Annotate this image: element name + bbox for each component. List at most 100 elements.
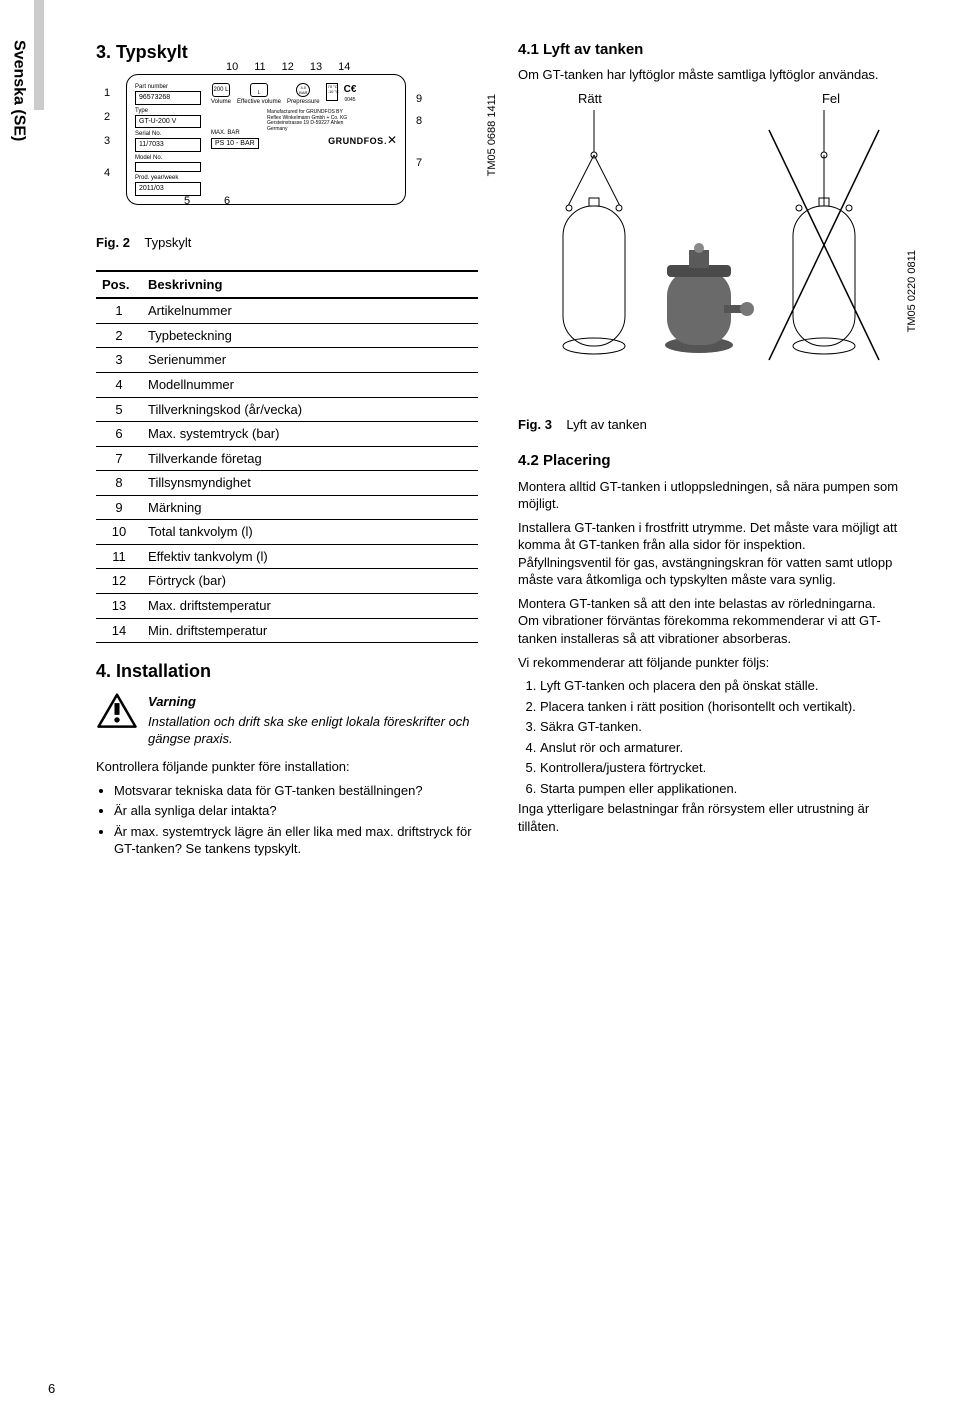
callout-3: 3 bbox=[104, 134, 110, 149]
table-row: 10Total tankvolym (l) bbox=[96, 520, 478, 545]
np-temp-icon: 70 °C -10 °C bbox=[326, 83, 338, 106]
warning-box: Varning Installation och drift ska ske e… bbox=[96, 693, 478, 748]
language-tab: Svenska (SE) bbox=[8, 40, 36, 141]
table-cell-desc: Modellnummer bbox=[142, 373, 478, 398]
fig3-fel-label: Fel bbox=[822, 90, 840, 108]
table-cell-pos: 10 bbox=[96, 520, 142, 545]
table-cell-desc: Max. driftstemperatur bbox=[142, 593, 478, 618]
callout-2: 2 bbox=[104, 110, 110, 125]
callout-7: 7 bbox=[416, 156, 422, 171]
table-cell-desc: Serienummer bbox=[142, 348, 478, 373]
nameplate-box: Part number 96573268 Type GT-U-200 V Ser… bbox=[126, 74, 406, 204]
np-prepress-icon: 4.0 BAR Prepressure bbox=[287, 83, 320, 106]
callout-11: 11 bbox=[254, 60, 265, 75]
table-cell-desc: Effektiv tankvolym (l) bbox=[142, 544, 478, 569]
page-number: 6 bbox=[48, 1380, 55, 1398]
fig2-tm-code: TM05 0688 1411 bbox=[485, 94, 500, 176]
fig3-label: Fig. 3 bbox=[518, 417, 552, 432]
table-cell-pos: 3 bbox=[96, 348, 142, 373]
np-type: GT-U-200 V bbox=[135, 115, 201, 128]
list-item: Anslut rör och armaturer. bbox=[540, 739, 900, 757]
table-cell-desc: Min. driftstemperatur bbox=[142, 618, 478, 643]
table-cell-desc: Tillverkningskod (år/vecka) bbox=[142, 397, 478, 422]
table-cell-desc: Max. systemtryck (bar) bbox=[142, 422, 478, 447]
sec42-p2: Installera GT-tanken i frostfritt utrymm… bbox=[518, 519, 900, 589]
callout-4: 4 bbox=[104, 166, 110, 181]
fig3-ratt-label: Rätt bbox=[578, 90, 602, 108]
np-model-label: Model No. bbox=[135, 154, 201, 162]
list-item: Är alla synliga delar intakta? bbox=[114, 802, 478, 820]
callout-10: 10 bbox=[226, 60, 238, 75]
list-item: Kontrollera/justera förtrycket. bbox=[540, 759, 900, 777]
table-cell-desc: Typbeteckning bbox=[142, 323, 478, 348]
fig2-text: Typskylt bbox=[144, 235, 191, 250]
table-cell-desc: Total tankvolym (l) bbox=[142, 520, 478, 545]
np-type-label: Type bbox=[135, 107, 201, 115]
table-cell-pos: 13 bbox=[96, 593, 142, 618]
sec42-p5: Inga ytterligare belastningar från rörsy… bbox=[518, 800, 900, 835]
steps-list: Lyft GT-tanken och placera den på önskat… bbox=[518, 677, 900, 797]
table-cell-desc: Märkning bbox=[142, 495, 478, 520]
check-intro: Kontrollera följande punkter före instal… bbox=[96, 758, 478, 776]
list-item: Placera tanken i rätt position (horisont… bbox=[540, 698, 900, 716]
callout-12: 12 bbox=[282, 60, 294, 75]
table-row: 9Märkning bbox=[96, 495, 478, 520]
callout-9: 9 bbox=[416, 92, 422, 107]
sec42-p1: Montera alltid GT-tanken i utloppslednin… bbox=[518, 478, 900, 513]
np-manufacturer: Manufactured for GRUNDFOS BY Reflex Wink… bbox=[267, 110, 397, 132]
table-row: 4Modellnummer bbox=[96, 373, 478, 398]
table-row: 6Max. systemtryck (bar) bbox=[96, 422, 478, 447]
th-pos: Pos. bbox=[96, 271, 142, 299]
table-row: 12Förtryck (bar) bbox=[96, 569, 478, 594]
table-row: 1Artikelnummer bbox=[96, 298, 478, 323]
np-prod-label: Prod. year/week bbox=[135, 174, 201, 182]
np-model bbox=[135, 162, 201, 172]
table-cell-pos: 2 bbox=[96, 323, 142, 348]
table-row: 14Min. driftstemperatur bbox=[96, 618, 478, 643]
table-row: 7Tillverkande företag bbox=[96, 446, 478, 471]
th-desc: Beskrivning bbox=[142, 271, 478, 299]
list-item: Starta pumpen eller applikationen. bbox=[540, 780, 900, 798]
left-column: 3. Typskylt 10 11 12 13 14 1 2 3 4 9 8 7 bbox=[96, 40, 478, 861]
table-cell-pos: 12 bbox=[96, 569, 142, 594]
table-row: 5Tillverkningskod (år/vecka) bbox=[96, 397, 478, 422]
sec42-p3: Montera GT-tanken så att den inte belast… bbox=[518, 595, 900, 648]
callout-8: 8 bbox=[416, 114, 422, 129]
nameplate-figure: 10 11 12 13 14 1 2 3 4 9 8 7 5 6 bbox=[96, 74, 478, 224]
table-cell-pos: 4 bbox=[96, 373, 142, 398]
grundfos-logo: GRUNDFOS bbox=[328, 136, 384, 146]
np-part-label: Part number bbox=[135, 83, 201, 91]
table-row: 2Typbeteckning bbox=[96, 323, 478, 348]
section-42-title: 4.2 Placering bbox=[518, 451, 900, 471]
table-cell-pos: 11 bbox=[96, 544, 142, 569]
list-item: Motsvarar tekniska data för GT-tanken be… bbox=[114, 782, 478, 800]
np-part: 96573268 bbox=[135, 91, 201, 104]
table-cell-pos: 7 bbox=[96, 446, 142, 471]
table-cell-pos: 9 bbox=[96, 495, 142, 520]
np-maxbar: PS 10 - BAR bbox=[211, 138, 259, 149]
callout-1: 1 bbox=[104, 86, 110, 101]
table-row: 13Max. driftstemperatur bbox=[96, 593, 478, 618]
np-effvol-icon: L Effective volume bbox=[237, 83, 281, 106]
position-table: Pos. Beskrivning 1Artikelnummer2Typbetec… bbox=[96, 270, 478, 643]
warning-text: Varning Installation och drift ska ske e… bbox=[148, 693, 478, 748]
right-column: 4.1 Lyft av tanken Om GT-tanken har lyft… bbox=[518, 40, 900, 861]
nameplate-top-labels: 10 11 12 13 14 bbox=[226, 60, 350, 75]
list-item: Säkra GT-tanken. bbox=[540, 718, 900, 736]
check-list: Motsvarar tekniska data för GT-tanken be… bbox=[96, 782, 478, 858]
warning-body: Installation och drift ska ske enligt lo… bbox=[148, 714, 470, 747]
list-item: Lyft GT-tanken och placera den på önskat… bbox=[540, 677, 900, 695]
np-maxbar-label: MAX. BAR bbox=[211, 129, 240, 137]
sec42-p4: Vi rekommenderar att följande punkter fö… bbox=[518, 654, 900, 672]
warning-heading: Varning bbox=[148, 693, 478, 711]
table-cell-pos: 14 bbox=[96, 618, 142, 643]
table-cell-desc: Artikelnummer bbox=[142, 298, 478, 323]
table-row: 11Effektiv tankvolym (l) bbox=[96, 544, 478, 569]
warning-icon bbox=[96, 693, 138, 735]
table-cell-pos: 8 bbox=[96, 471, 142, 496]
np-ce: C€ 0045 bbox=[344, 83, 357, 106]
fig3-caption: Fig. 3 Lyft av tanken bbox=[518, 416, 900, 434]
fig3-tm-code: TM05 0220 0811 bbox=[905, 250, 920, 332]
fig3-text: Lyft av tanken bbox=[566, 417, 646, 432]
table-cell-pos: 5 bbox=[96, 397, 142, 422]
